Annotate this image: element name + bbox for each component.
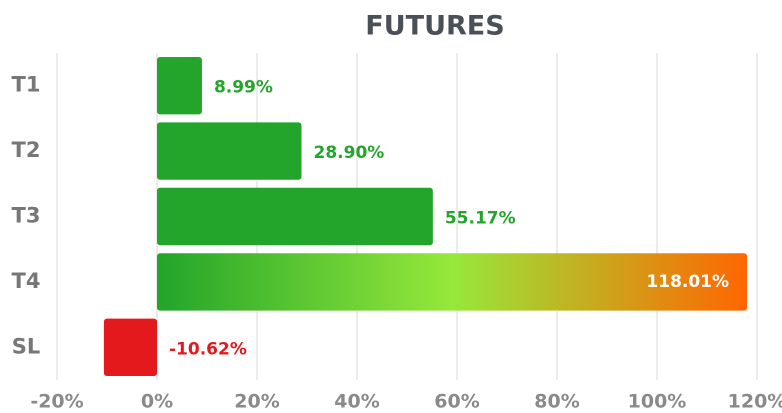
y-tick-label: T1 (12, 73, 41, 97)
x-tick-label: 20% (234, 391, 279, 413)
value-label: -10.62% (169, 339, 247, 359)
y-tick-label: T2 (12, 138, 41, 162)
value-label: 28.90% (314, 143, 385, 163)
bar (103, 318, 157, 376)
bar (157, 57, 202, 115)
x-tick-label: 120% (728, 391, 782, 413)
x-tick-label: 100% (628, 391, 687, 413)
chart-title: FUTURES (365, 11, 504, 42)
y-tick-label: T3 (12, 204, 41, 228)
x-tick-label: 0% (141, 391, 173, 413)
x-tick-label: 60% (434, 391, 479, 413)
value-label: 8.99% (214, 78, 273, 98)
y-tick-label: SL (12, 334, 41, 358)
value-label: 118.01% (646, 272, 729, 292)
x-tick-label: 40% (334, 391, 379, 413)
bar (157, 122, 302, 180)
y-tick-label: T4 (12, 269, 41, 293)
x-tick-label: 80% (534, 391, 579, 413)
value-label: 55.17% (445, 209, 516, 229)
bar (157, 253, 748, 311)
x-tick-label: -20% (30, 391, 83, 413)
bar (157, 187, 433, 246)
